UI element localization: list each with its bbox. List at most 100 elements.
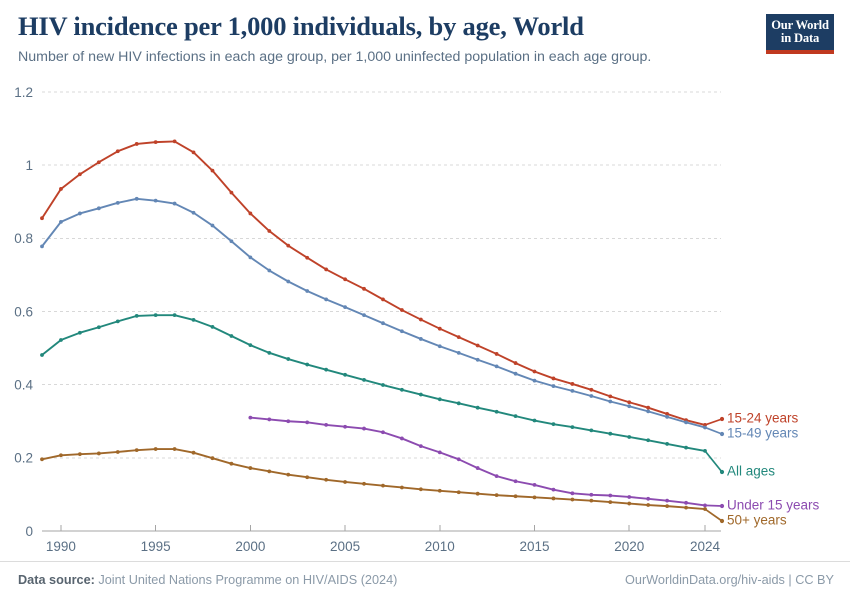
series-data-point[interactable] [248,343,253,348]
series-data-point[interactable] [324,423,329,427]
series-data-point[interactable] [77,452,82,457]
series-data-point[interactable] [77,172,82,177]
series-data-point[interactable] [324,297,329,302]
series-data-point[interactable] [191,450,196,455]
series-label[interactable]: 50+ years [727,513,787,528]
series-data-point[interactable] [570,382,575,386]
series-data-point[interactable] [343,372,347,377]
series-data-point[interactable] [589,387,594,392]
series-data-point[interactable] [532,483,537,487]
series-data-point[interactable] [381,297,385,302]
series-data-point[interactable] [437,450,442,455]
series-data-point[interactable] [532,418,537,423]
series-data-point[interactable] [665,498,670,503]
series-data-point[interactable] [418,444,423,449]
series-data-point[interactable] [305,255,310,260]
series-data-point[interactable] [570,425,575,429]
series-data-point[interactable] [608,500,613,504]
series-data-point[interactable] [475,466,480,470]
series-data-point[interactable] [305,420,310,425]
series-data-point[interactable] [418,487,423,492]
series-data-point[interactable] [513,494,518,499]
series-data-point[interactable] [494,493,499,498]
series-data-point[interactable] [286,357,291,361]
our-world-in-data-logo[interactable]: Our World in Data [766,14,834,54]
series-data-point[interactable] [172,201,177,206]
series-data-point[interactable] [172,139,177,144]
series-data-point[interactable] [456,457,461,462]
series-data-point[interactable] [134,448,139,453]
series-data-point[interactable] [40,216,44,221]
series-data-point[interactable] [381,483,385,488]
series-data-point[interactable] [324,367,329,372]
series-data-point[interactable] [400,308,404,312]
series-data-point[interactable] [172,447,177,451]
series-data-point[interactable] [475,343,480,348]
series-data-point[interactable] [418,317,423,322]
series-data-point[interactable] [191,210,196,215]
series-data-point[interactable] [551,487,556,492]
series-data-point[interactable] [532,369,537,374]
series-data-point[interactable] [191,150,196,155]
series-data-point[interactable] [475,405,480,410]
series-data-point[interactable] [305,289,310,293]
series-data-point[interactable] [646,405,651,410]
series-data-point[interactable] [684,500,688,505]
series-data-point[interactable] [248,466,253,470]
series-data-point[interactable] [494,352,499,356]
attribution-link[interactable]: OurWorldinData.org/hiv-aids | CC BY [625,573,834,587]
series-data-point[interactable] [362,286,366,291]
series-data-point[interactable] [400,329,404,334]
series-data-point[interactable] [115,149,120,154]
series-data-point[interactable] [665,504,670,509]
series-data-point[interactable] [362,481,366,486]
series-data-point[interactable] [362,313,366,318]
series-data-point[interactable] [115,450,120,454]
series-data-point[interactable] [437,397,442,402]
series-data-point[interactable] [437,326,442,331]
series-data-point[interactable] [665,414,670,419]
series-data-point[interactable] [494,474,499,479]
series-data-point[interactable] [40,353,44,357]
series-line[interactable] [41,140,706,426]
series-data-point[interactable] [96,451,101,456]
series-data-point[interactable] [248,211,253,216]
series-data-point[interactable] [570,491,575,496]
series-data-point[interactable] [40,457,44,462]
series-data-point[interactable] [551,376,556,381]
series-data-point[interactable] [456,350,461,355]
series-data-point[interactable] [475,357,480,362]
series-data-point[interactable] [513,414,518,419]
series-data-point[interactable] [96,325,101,330]
series-data-point[interactable] [229,334,234,338]
series-data-point[interactable] [172,313,177,318]
series-line[interactable] [41,448,706,510]
series-data-point[interactable] [589,498,594,503]
series-data-point[interactable] [456,490,461,495]
series-data-point[interactable] [134,313,139,318]
series-data-point[interactable] [627,400,632,405]
series-data-point[interactable] [627,495,632,499]
series-data-point[interactable] [286,243,291,248]
series-data-point[interactable] [684,445,688,450]
series-data-point[interactable] [456,335,461,340]
series-data-point[interactable] [77,211,82,216]
series-data-point[interactable] [286,279,291,284]
series-label[interactable]: All ages [727,464,775,479]
series-data-point[interactable] [646,503,651,507]
series-data-point[interactable] [532,495,537,500]
series-data-point[interactable] [248,255,253,260]
series-data-point[interactable] [400,387,404,392]
series-data-point[interactable] [210,324,215,329]
series-data-point[interactable] [381,321,385,326]
series-data-point[interactable] [343,277,347,282]
series-data-point[interactable] [456,401,461,406]
series-data-point[interactable] [494,364,499,369]
series-data-point[interactable] [589,428,594,433]
series-data-point[interactable] [362,426,366,431]
series-data-point[interactable] [381,383,385,387]
series-data-point[interactable] [381,430,385,435]
series-label[interactable]: 15-24 years [727,411,799,426]
series-data-point[interactable] [551,384,556,389]
series-data-point[interactable] [324,267,329,272]
